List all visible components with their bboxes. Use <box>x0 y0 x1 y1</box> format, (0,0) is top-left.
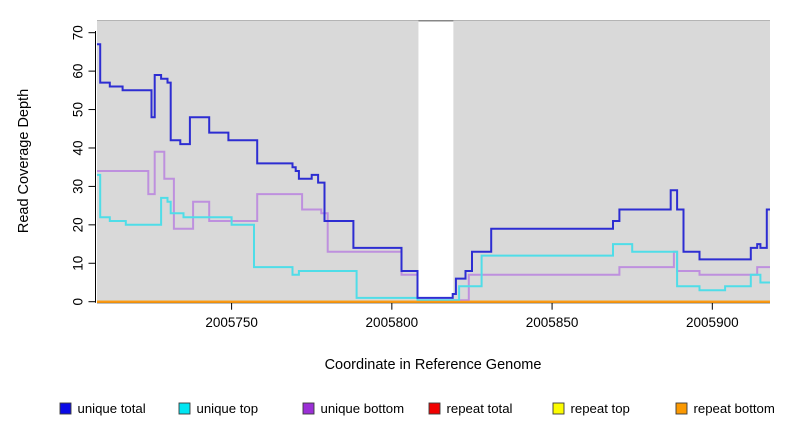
legend-label: repeat top <box>571 401 630 416</box>
legend-swatch-repeat-total <box>428 402 441 415</box>
y-tick-label: 0 <box>71 298 86 306</box>
plot-area <box>97 20 770 303</box>
legend-label: repeat bottom <box>694 401 775 416</box>
y-tick-label: 10 <box>71 256 86 271</box>
y-tick-label: 20 <box>71 217 86 232</box>
no-data-gap <box>418 21 454 302</box>
x-tick-label: 2005900 <box>686 315 739 330</box>
x-tick-label: 2005800 <box>366 315 419 330</box>
y-tick-label: 50 <box>71 102 86 117</box>
series-lines <box>97 43 770 303</box>
x-tick-label: 2005850 <box>526 315 579 330</box>
y-tick-label: 30 <box>71 179 86 194</box>
series-line-unique-total <box>97 43 770 299</box>
y-tick-label: 40 <box>71 140 86 155</box>
legend-swatch-unique-bottom <box>302 402 315 415</box>
legend-swatch-unique-total <box>59 402 72 415</box>
series-line-unique-top <box>97 173 770 302</box>
y-axis-title: Read Coverage Depth <box>16 89 32 233</box>
y-tick-label: 60 <box>71 64 86 79</box>
legend-label: unique bottom <box>321 401 405 416</box>
legend-label: unique top <box>197 401 259 416</box>
y-tick-label: 70 <box>71 25 86 40</box>
x-axis-title: Coordinate in Reference Genome <box>325 357 542 373</box>
legend-swatch-repeat-top <box>552 402 565 415</box>
legend-swatch-unique-top <box>178 402 191 415</box>
axes: 0 10 20 30 40 50 60 70 2005750 2005800 2005850 2005… <box>71 25 770 330</box>
legend: unique total unique top unique bottom repea… <box>59 401 775 416</box>
legend-label: unique total <box>78 401 146 416</box>
legend-swatch-repeat-bottom <box>675 402 688 415</box>
x-tick-label: 2005750 <box>205 315 258 330</box>
legend-label: repeat total <box>447 401 513 416</box>
